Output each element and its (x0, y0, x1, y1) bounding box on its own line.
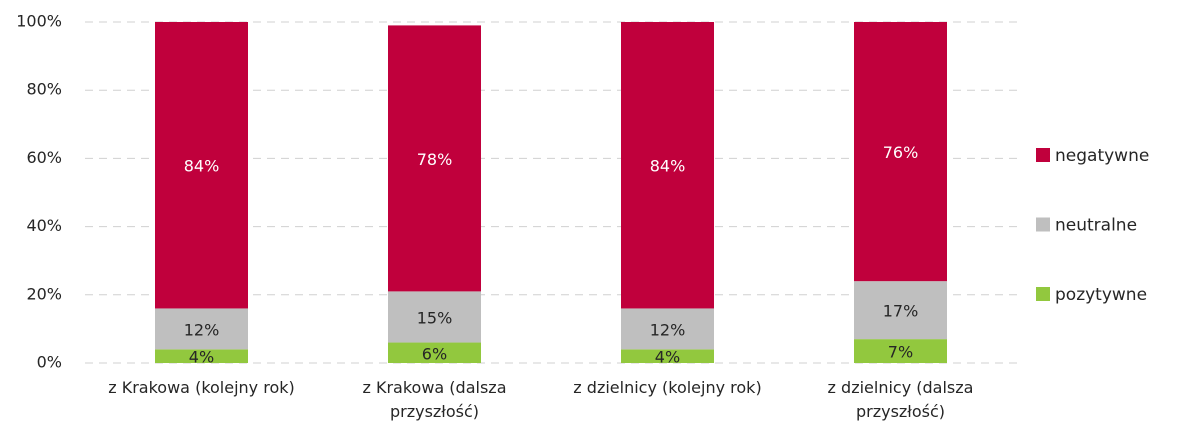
legend-label: pozytywne (1055, 285, 1147, 305)
bar-segment (621, 22, 714, 309)
bar-segment (621, 349, 714, 363)
bar-segment (388, 25, 481, 292)
bar-segment (155, 308, 248, 350)
data-label: 84% (184, 157, 220, 176)
bar-segment (621, 308, 714, 350)
y-tick-label: 40% (26, 216, 62, 235)
data-label: 15% (417, 308, 453, 327)
legend-swatch (1036, 217, 1050, 232)
legend-swatch (1036, 148, 1050, 162)
y-tick-label: 0% (37, 353, 62, 372)
data-label: 17% (883, 302, 919, 321)
y-tick-label: 100% (16, 12, 62, 31)
legend-swatch (1036, 287, 1050, 301)
data-label: 76% (883, 143, 919, 162)
x-tick-label: z Krakowa (dalsza przyszłość) (362, 378, 507, 421)
y-tick-label: 80% (26, 80, 62, 99)
bar-segment (854, 339, 947, 363)
data-label: 12% (184, 320, 220, 339)
bar-segment (155, 22, 248, 309)
data-label: 6% (422, 344, 447, 363)
data-label: 7% (888, 343, 913, 362)
bar-segment (155, 349, 248, 363)
y-tick-label: 20% (26, 284, 62, 303)
data-label: 4% (655, 348, 680, 367)
data-label: 4% (189, 348, 214, 367)
data-label: 84% (650, 157, 686, 176)
x-tick-label: z dzielnicy (kolejny rok) (573, 378, 762, 397)
x-tick-label: z Krakowa (kolejny rok) (108, 378, 295, 397)
data-label: 78% (417, 150, 453, 169)
bar-segment (854, 281, 947, 340)
bar-segment (854, 22, 947, 282)
legend-label: neutralne (1055, 216, 1137, 236)
x-tick-label: z dzielnicy (dalsza przyszłość) (827, 378, 974, 421)
y-tick-label: 60% (26, 148, 62, 167)
bar-segment (388, 291, 481, 343)
data-label: 12% (650, 320, 686, 339)
legend-label: negatywne (1055, 146, 1149, 166)
bar-segment (388, 342, 481, 363)
